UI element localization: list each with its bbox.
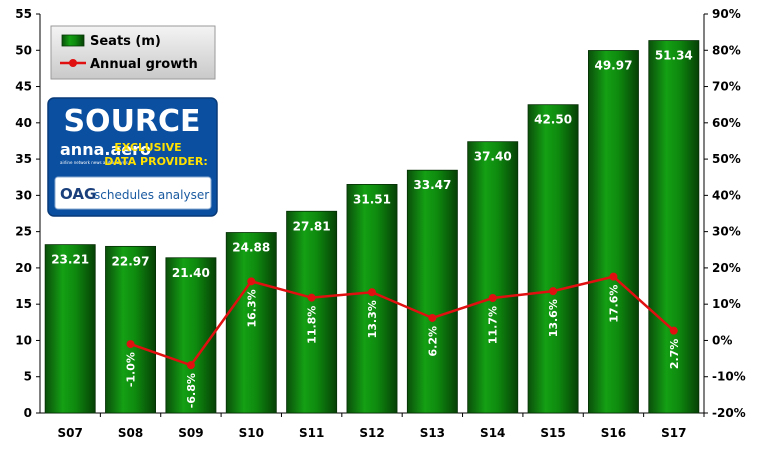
y-right-tick-label: 30%: [712, 225, 741, 239]
bar-value-label: 42.50: [534, 113, 572, 127]
y-right-tick-label: 90%: [712, 7, 741, 21]
growth-point: [307, 293, 316, 302]
bar-seats: [105, 245, 156, 414]
y-left-tick-label: 35: [15, 152, 32, 166]
growth-value-label: -1.0%: [125, 352, 138, 387]
legend: Seats (m) Annual growth: [50, 25, 216, 80]
x-tick-label: S10: [239, 426, 264, 440]
growth-point: [669, 326, 678, 335]
bar-seats: [467, 141, 519, 414]
legend-item-growth: Annual growth: [60, 57, 198, 72]
x-tick-label: S12: [359, 426, 384, 440]
svg-text:anna.aero: anna.aero: [60, 140, 151, 159]
y-right-tick-label: 20%: [712, 261, 741, 275]
bar-value-label: 33.47: [413, 178, 451, 192]
y-left-tick-label: 20: [15, 261, 32, 275]
growth-value-label: 2.7%: [668, 339, 681, 370]
bar-value-label: 24.88: [232, 241, 270, 255]
source-badge: SOURCE anna.aero airline network news an…: [47, 97, 218, 217]
x-tick-label: S11: [299, 426, 324, 440]
bar-seats: [588, 50, 639, 414]
bar-seats: [165, 257, 217, 414]
growth-point: [609, 272, 618, 281]
y-right-tick-label: -20%: [712, 406, 746, 420]
bar-value-label: 37.40: [474, 150, 512, 164]
y-right-tick-label: 80%: [712, 43, 741, 57]
y-left-tick-label: 0: [24, 406, 32, 420]
growth-point: [549, 287, 558, 296]
y-left-tick-label: 50: [15, 43, 32, 57]
growth-point: [186, 361, 195, 370]
anna-aero-logo: anna.aero airline network news and analy…: [60, 140, 151, 165]
y-left-tick-label: 5: [24, 370, 32, 384]
bar-value-label: 31.51: [353, 192, 391, 206]
oag-logo: OAG schedules analyser: [60, 185, 209, 203]
bar-seats: [648, 40, 700, 414]
bar-seats: [406, 169, 458, 414]
exclusive-text: EXCLUSIVE: [114, 141, 181, 154]
y-right-tick-label: 10%: [712, 297, 741, 311]
growth-value-label: 16.3%: [245, 289, 258, 327]
data-provider-text: DATA PROVIDER:: [104, 155, 208, 168]
x-tick-label: S17: [661, 426, 686, 440]
growth-point: [488, 294, 497, 303]
growth-value-label: -6.8%: [185, 373, 198, 408]
x-tick-label: S14: [480, 426, 505, 440]
growth-value-label: 13.6%: [547, 299, 560, 337]
x-tick-label: S16: [601, 426, 626, 440]
bar-value-label: 23.21: [51, 253, 89, 267]
y-left-tick-label: 40: [15, 116, 32, 130]
svg-text:OAG: OAG: [60, 185, 96, 203]
legend-label-seats: Seats (m): [90, 34, 161, 49]
y-left-tick-label: 30: [15, 188, 32, 202]
growth-value-label: 17.6%: [607, 285, 620, 323]
bar-seats: [286, 210, 338, 414]
source-title: SOURCE: [63, 104, 200, 139]
plot-area: 0 5 10 15 20 25 30 35 40 45 50 55 -20% -10% 0% 10% 20% 30…: [15, 7, 745, 440]
bar-seats: [225, 232, 277, 414]
y-left-tick-label: 45: [15, 80, 32, 94]
growth-line: [130, 275, 675, 367]
y-right-tick-label: 0%: [712, 333, 732, 347]
growth-point: [368, 288, 376, 297]
x-tick-label: S13: [420, 426, 445, 440]
y-right-tick-label: 40%: [712, 188, 741, 202]
y-left-tick-label: 10: [15, 333, 32, 347]
oag-panel: [54, 176, 212, 210]
growth-value-label: 11.7%: [487, 306, 500, 344]
growth-point: [247, 277, 256, 286]
y-right-tick-label: 70%: [712, 80, 741, 94]
growth-value-label: 6.2%: [426, 326, 439, 357]
y-right-tick-label: 50%: [712, 152, 741, 166]
growth-value-label: 13.3%: [366, 300, 379, 338]
bar-seats: [44, 244, 96, 414]
y-right-tick-label: 60%: [712, 116, 741, 130]
x-tick-label: S07: [58, 426, 83, 440]
y-left-tick-label: 15: [15, 297, 32, 311]
legend-label-growth: Annual growth: [90, 57, 198, 72]
bar-value-label: 49.97: [594, 58, 632, 72]
bar-seats: [527, 104, 579, 414]
legend-marker-growth: [69, 59, 77, 67]
bar-value-label: 51.34: [655, 49, 693, 63]
bar-value-label: 21.40: [172, 266, 210, 280]
y-right-tick-label: -10%: [712, 370, 746, 384]
growth-value-label: 11.8%: [306, 306, 319, 344]
growth-point: [428, 313, 437, 322]
x-tick-label: S08: [118, 426, 143, 440]
legend-item-seats: Seats (m): [61, 34, 161, 49]
svg-text:airline network news and analy: airline network news and analysis: [60, 160, 128, 165]
growth-point: [126, 340, 135, 349]
bar-value-label: 22.97: [112, 254, 150, 268]
x-tick-label: S09: [178, 426, 203, 440]
y-left-tick-label: 55: [15, 7, 32, 21]
legend-swatch-seats: [61, 34, 85, 47]
svg-text:schedules analyser: schedules analyser: [94, 188, 209, 202]
y-left-tick-label: 25: [15, 225, 32, 239]
x-tick-label: S15: [540, 426, 565, 440]
bar-value-label: 27.81: [293, 219, 331, 233]
